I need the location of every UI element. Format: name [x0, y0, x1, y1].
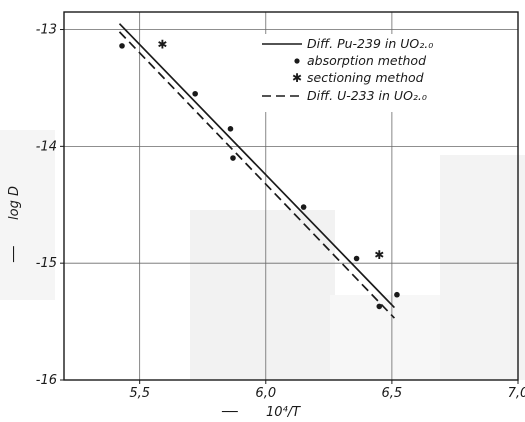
y-tick-label: -16	[36, 373, 57, 388]
x-axis-arrow: ──	[221, 405, 238, 420]
data-point-absorption	[192, 90, 198, 97]
y-tick-label: -15	[36, 256, 57, 271]
legend-label-sectioning: sectioning method	[307, 70, 424, 85]
x-tick-label: 7,0	[508, 386, 525, 401]
axis-labels: ── 10⁴/T ── log D	[7, 186, 301, 420]
legend-label-pu-line: Diff. Pu-239 in UO₂.₀	[307, 36, 433, 51]
legend-label-u-line: Diff. U-233 in UO₂.₀	[307, 88, 427, 103]
y-tick-label: -13	[36, 23, 57, 38]
legend-background	[258, 34, 476, 112]
axis-ticks: 5,5 6,0 6,5 7,0 -13 -14 -15 -16	[36, 23, 525, 401]
data-point-absorption	[227, 126, 234, 132]
scan-background	[0, 130, 525, 380]
legend-swatch-absorption	[294, 58, 300, 64]
series-line-pu239	[118, 23, 396, 309]
data-point-absorption	[353, 255, 360, 262]
x-tick-label: 5,5	[129, 386, 150, 401]
data-point-sectioning: ✱	[157, 38, 167, 52]
series-line-u233	[118, 31, 396, 319]
plot-frame	[63, 11, 519, 381]
data-point-absorption	[300, 204, 307, 210]
legend-swatch-sectioning: ✱	[292, 71, 302, 85]
x-axis-label: 10⁴/T	[266, 405, 301, 420]
data-point-sectioning: ✱	[374, 248, 384, 262]
x-tick-label: 6,5	[382, 386, 403, 401]
y-axis-arrow: ──	[7, 246, 22, 263]
data-point-absorption	[119, 43, 125, 49]
y-tick-label: -14	[36, 139, 57, 154]
legend: Diff. Pu-239 in UO₂.₀ absorption method …	[258, 34, 476, 112]
series: ✱✱	[118, 23, 400, 319]
x-tick-label: 6,0	[255, 386, 276, 401]
data-point-absorption	[230, 155, 236, 161]
data-point-absorption	[394, 291, 400, 298]
y-axis-label: log D	[7, 186, 22, 220]
data-point-absorption	[376, 303, 383, 310]
legend-label-absorption: absorption method	[307, 53, 426, 68]
